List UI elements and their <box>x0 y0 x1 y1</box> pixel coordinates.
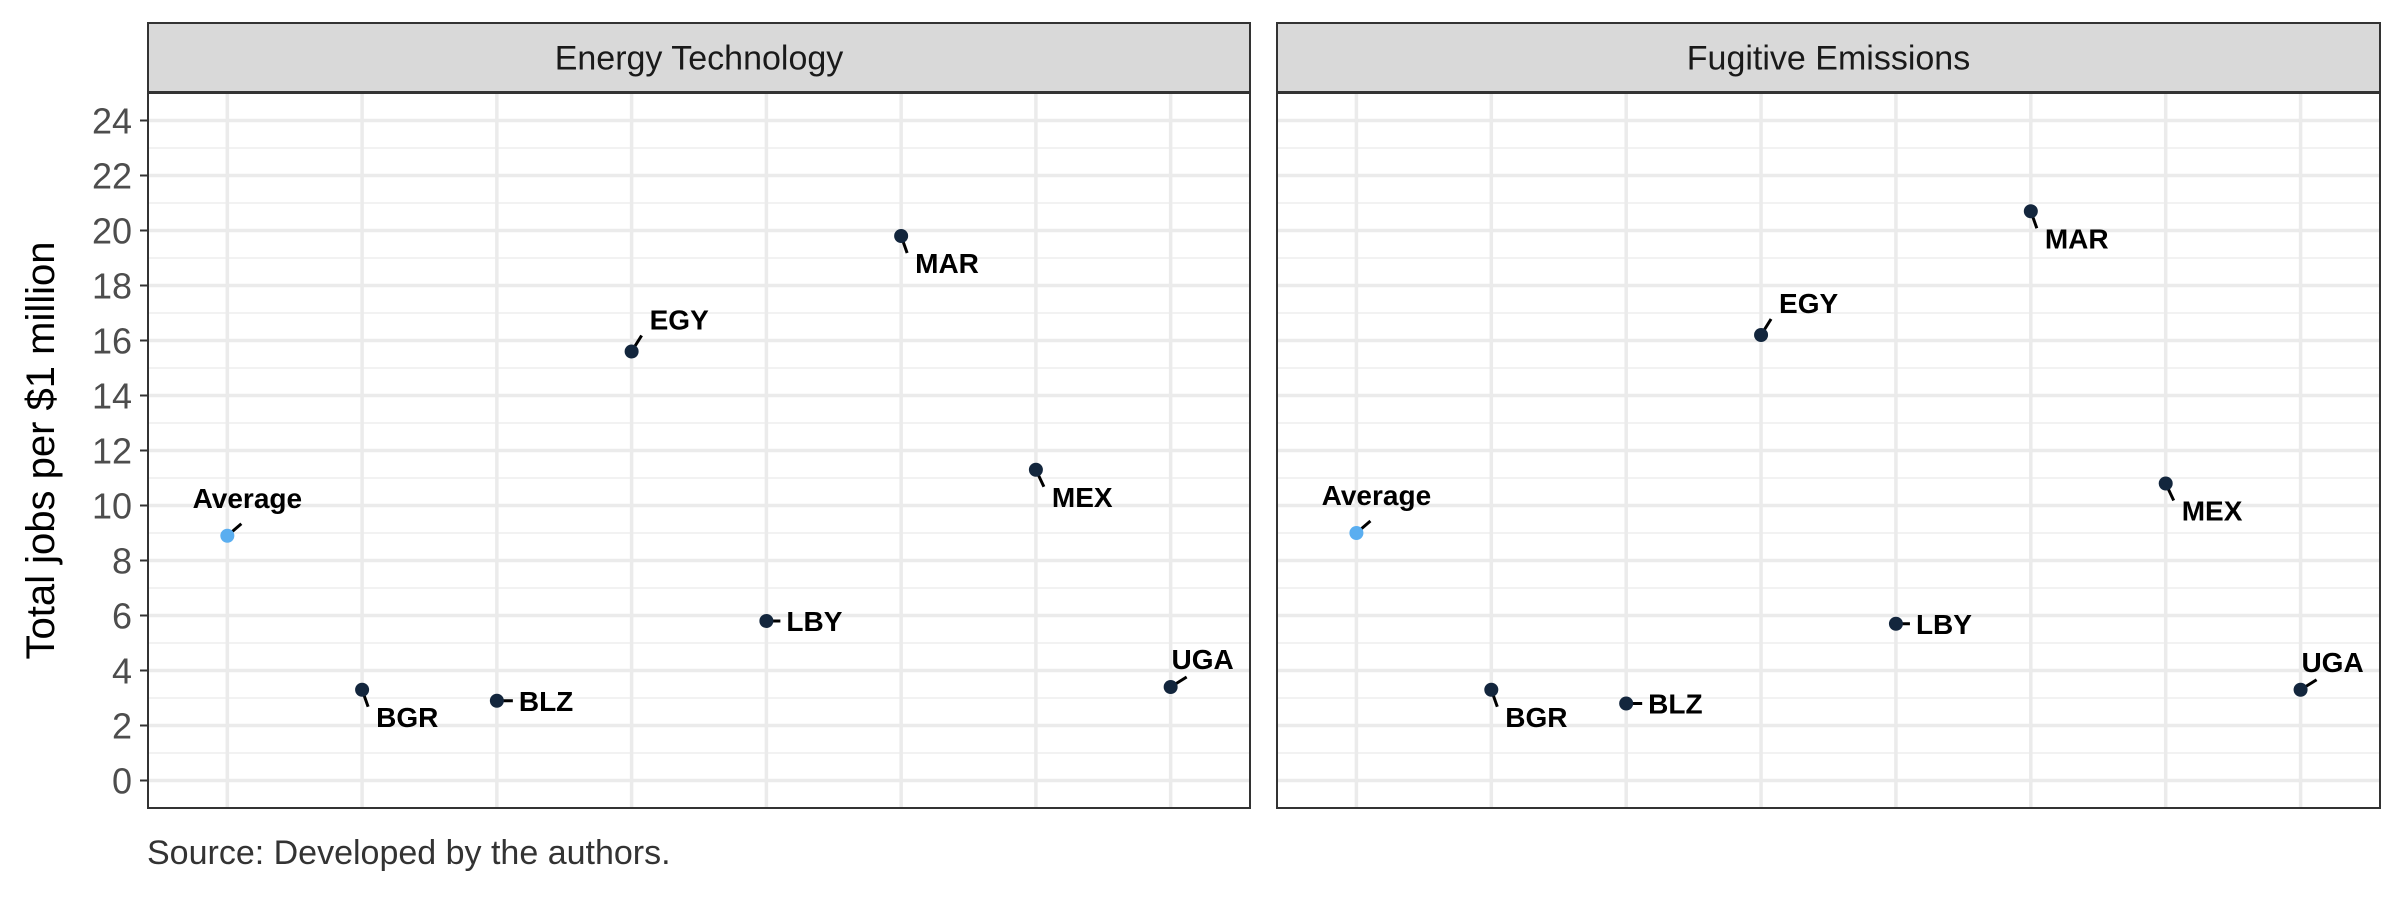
point-label: UGA <box>2301 647 2363 678</box>
data-point <box>1163 680 1178 694</box>
data-point <box>894 229 909 243</box>
panel-title: Energy Technology <box>555 40 844 78</box>
y-tick-label: 4 <box>112 651 132 692</box>
data-point <box>1754 328 1769 342</box>
faceted-scatter-chart: Energy Technology Average BGR BLZ EGY LBY MAR M… <box>19 22 2381 809</box>
point-label: EGY <box>650 305 709 336</box>
average-point <box>1349 526 1364 540</box>
point-label: Average <box>193 483 302 514</box>
data-point <box>489 693 504 708</box>
y-tick-label: 24 <box>92 101 132 142</box>
data-point <box>759 614 774 628</box>
data-point <box>1888 616 1903 631</box>
data-point <box>1484 682 1499 697</box>
point-label: LBY <box>1916 609 1972 640</box>
y-tick-label: 0 <box>112 761 132 802</box>
point-label: BLZ <box>1648 689 1702 720</box>
source-caption: Source: Developed by the authors. <box>147 834 671 872</box>
panel-title: Fugitive Emissions <box>1687 40 1970 78</box>
y-tick-label: 8 <box>112 541 132 582</box>
y-tick-label: 20 <box>92 211 132 252</box>
y-tick-label: 12 <box>92 431 132 472</box>
y-tick-label: 18 <box>92 266 132 307</box>
point-label: MAR <box>915 248 979 279</box>
panel-strip <box>147 22 1251 93</box>
data-point <box>355 682 370 697</box>
point-label: BLZ <box>519 686 573 717</box>
point-label: MEX <box>1052 482 1113 513</box>
point-label: LBY <box>786 606 842 637</box>
y-tick-label: 14 <box>92 376 132 417</box>
panel-2: Fugitive Emissions Average BGR BLZ EGY LBY MAR… <box>1276 22 2381 809</box>
panel-border <box>1276 92 2381 809</box>
panel-strip <box>1276 22 2381 93</box>
point-label: MAR <box>2045 223 2109 254</box>
y-tick-label: 2 <box>112 706 132 747</box>
data-point <box>624 344 639 359</box>
y-axis-title: Total jobs per $1 million <box>19 242 63 660</box>
data-point <box>2293 682 2308 697</box>
data-point <box>2023 204 2038 219</box>
y-tick-label: 10 <box>92 486 132 527</box>
panel-1: Energy Technology Average BGR BLZ EGY LBY MAR M… <box>147 22 1251 809</box>
data-point <box>1619 696 1634 711</box>
point-label: Average <box>1322 480 1431 511</box>
y-tick-label: 16 <box>92 321 132 362</box>
point-label: EGY <box>1779 288 1838 319</box>
point-label: BGR <box>1505 702 1567 733</box>
y-tick-label: 22 <box>92 156 132 197</box>
average-point <box>220 528 235 543</box>
point-label: MEX <box>2182 496 2243 527</box>
data-point <box>2158 476 2173 491</box>
data-point <box>1028 462 1043 477</box>
point-label: BGR <box>376 702 438 733</box>
point-label: UGA <box>1172 644 1234 675</box>
y-tick-label: 6 <box>112 596 132 637</box>
